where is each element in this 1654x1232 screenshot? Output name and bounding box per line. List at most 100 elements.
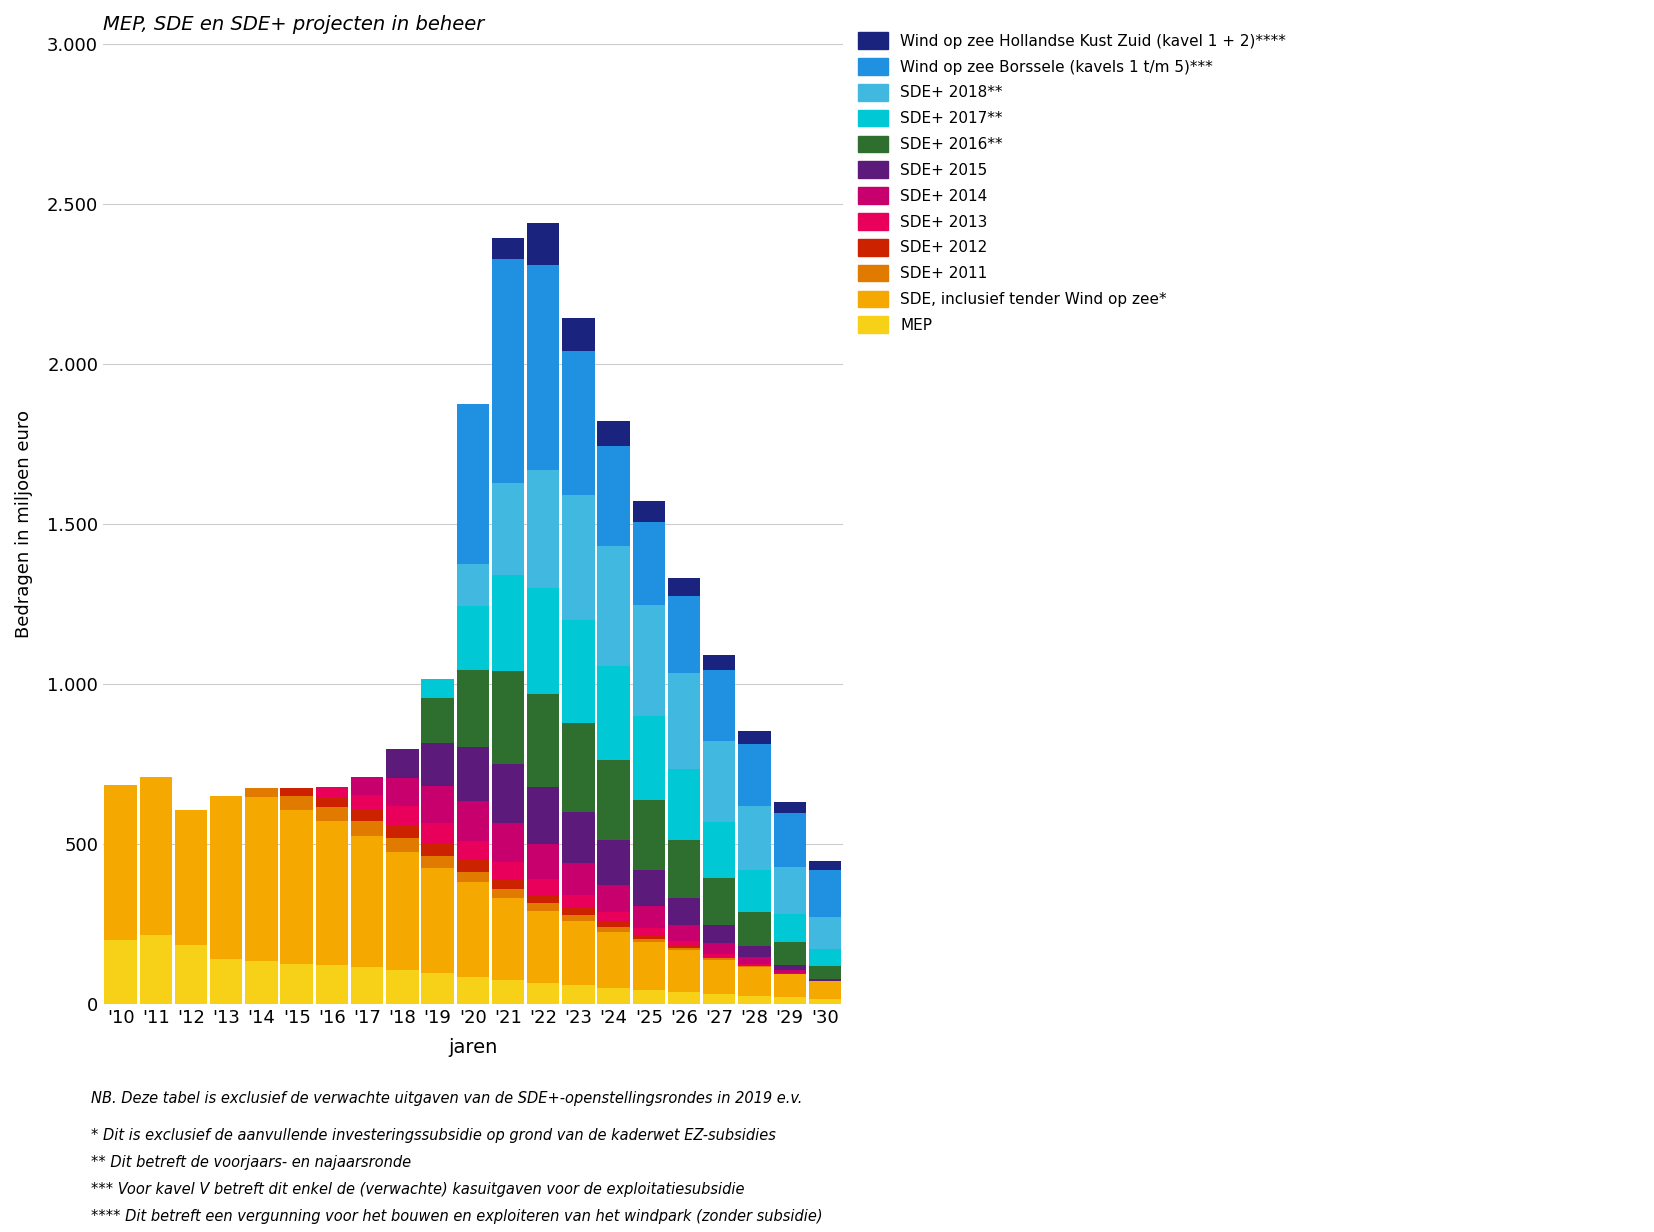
Bar: [528, 912, 559, 983]
Bar: [422, 973, 453, 1004]
Bar: [703, 958, 736, 960]
Bar: [422, 679, 453, 699]
Bar: [774, 971, 805, 973]
Bar: [703, 994, 736, 1004]
Bar: [139, 776, 172, 935]
Bar: [703, 654, 736, 670]
Bar: [597, 922, 630, 926]
Bar: [562, 495, 595, 620]
Bar: [422, 843, 453, 856]
Bar: [491, 238, 524, 259]
Bar: [316, 797, 347, 807]
Bar: [104, 785, 137, 940]
Bar: [703, 670, 736, 740]
Bar: [245, 788, 278, 797]
Bar: [281, 796, 313, 811]
Bar: [703, 878, 736, 924]
Bar: [385, 807, 418, 825]
Bar: [491, 823, 524, 862]
Bar: [633, 939, 665, 942]
Bar: [809, 966, 842, 978]
Bar: [668, 925, 700, 941]
Bar: [809, 949, 842, 966]
Bar: [457, 404, 490, 564]
Bar: [457, 606, 490, 670]
Bar: [597, 885, 630, 912]
Bar: [597, 421, 630, 446]
Bar: [491, 764, 524, 823]
Bar: [562, 351, 595, 495]
Bar: [774, 802, 805, 813]
Bar: [809, 870, 842, 917]
Bar: [668, 992, 700, 1004]
Bar: [703, 924, 736, 942]
Bar: [316, 786, 347, 797]
Bar: [597, 665, 630, 760]
Bar: [104, 940, 137, 1004]
Bar: [457, 872, 490, 882]
Bar: [562, 864, 595, 896]
Bar: [633, 906, 665, 928]
Bar: [703, 957, 736, 958]
Bar: [597, 931, 630, 988]
Bar: [528, 880, 559, 894]
Bar: [245, 797, 278, 961]
Bar: [457, 670, 490, 747]
Bar: [738, 807, 771, 871]
Bar: [668, 596, 700, 673]
Bar: [351, 967, 384, 1004]
Bar: [633, 605, 665, 716]
Bar: [528, 983, 559, 1004]
Bar: [633, 935, 665, 939]
Bar: [281, 963, 313, 1004]
Text: * Dit is exclusief de aanvullende investeringssubsidie op grond van de kaderwet : * Dit is exclusief de aanvullende invest…: [91, 1127, 776, 1142]
Bar: [562, 620, 595, 723]
Bar: [738, 744, 771, 807]
Bar: [385, 777, 418, 807]
Bar: [491, 575, 524, 671]
Bar: [668, 673, 700, 769]
Bar: [491, 890, 524, 898]
Bar: [491, 862, 524, 880]
Bar: [597, 546, 630, 665]
Bar: [597, 926, 630, 931]
Bar: [210, 796, 243, 958]
Text: **** Dit betreft een vergunning voor het bouwen en exploiteren van het windpark : **** Dit betreft een vergunning voor het…: [91, 1209, 822, 1223]
Bar: [562, 318, 595, 351]
Bar: [703, 954, 736, 957]
Bar: [528, 894, 559, 903]
Bar: [528, 469, 559, 588]
Bar: [528, 223, 559, 265]
Bar: [245, 961, 278, 1004]
Bar: [422, 823, 453, 843]
Bar: [528, 786, 559, 844]
Bar: [597, 446, 630, 546]
Bar: [457, 841, 490, 860]
Bar: [175, 811, 207, 945]
Y-axis label: Bedragen in miljoen euro: Bedragen in miljoen euro: [15, 410, 33, 638]
Bar: [457, 882, 490, 977]
Bar: [668, 950, 700, 992]
Bar: [668, 840, 700, 898]
Legend: Wind op zee Hollandse Kust Zuid (kavel 1 + 2)****, Wind op zee Borssele (kavels : Wind op zee Hollandse Kust Zuid (kavel 1…: [857, 32, 1287, 333]
Bar: [562, 922, 595, 986]
Bar: [457, 747, 490, 801]
Bar: [562, 986, 595, 1004]
Bar: [491, 483, 524, 575]
Bar: [175, 945, 207, 1004]
Bar: [491, 259, 524, 483]
Bar: [738, 967, 771, 995]
Text: NB. Deze tabel is exclusief de verwachte uitgaven van de SDE+-openstellingsronde: NB. Deze tabel is exclusief de verwachte…: [91, 1090, 802, 1105]
Bar: [351, 795, 384, 809]
Bar: [703, 740, 736, 822]
Bar: [738, 871, 771, 912]
Bar: [774, 813, 805, 867]
Bar: [597, 912, 630, 922]
Text: MEP, SDE en SDE+ projecten in beheer: MEP, SDE en SDE+ projecten in beheer: [103, 15, 485, 34]
Bar: [633, 716, 665, 800]
Bar: [422, 699, 453, 743]
Bar: [351, 777, 384, 795]
Bar: [562, 908, 595, 915]
Bar: [562, 896, 595, 908]
Bar: [633, 800, 665, 870]
